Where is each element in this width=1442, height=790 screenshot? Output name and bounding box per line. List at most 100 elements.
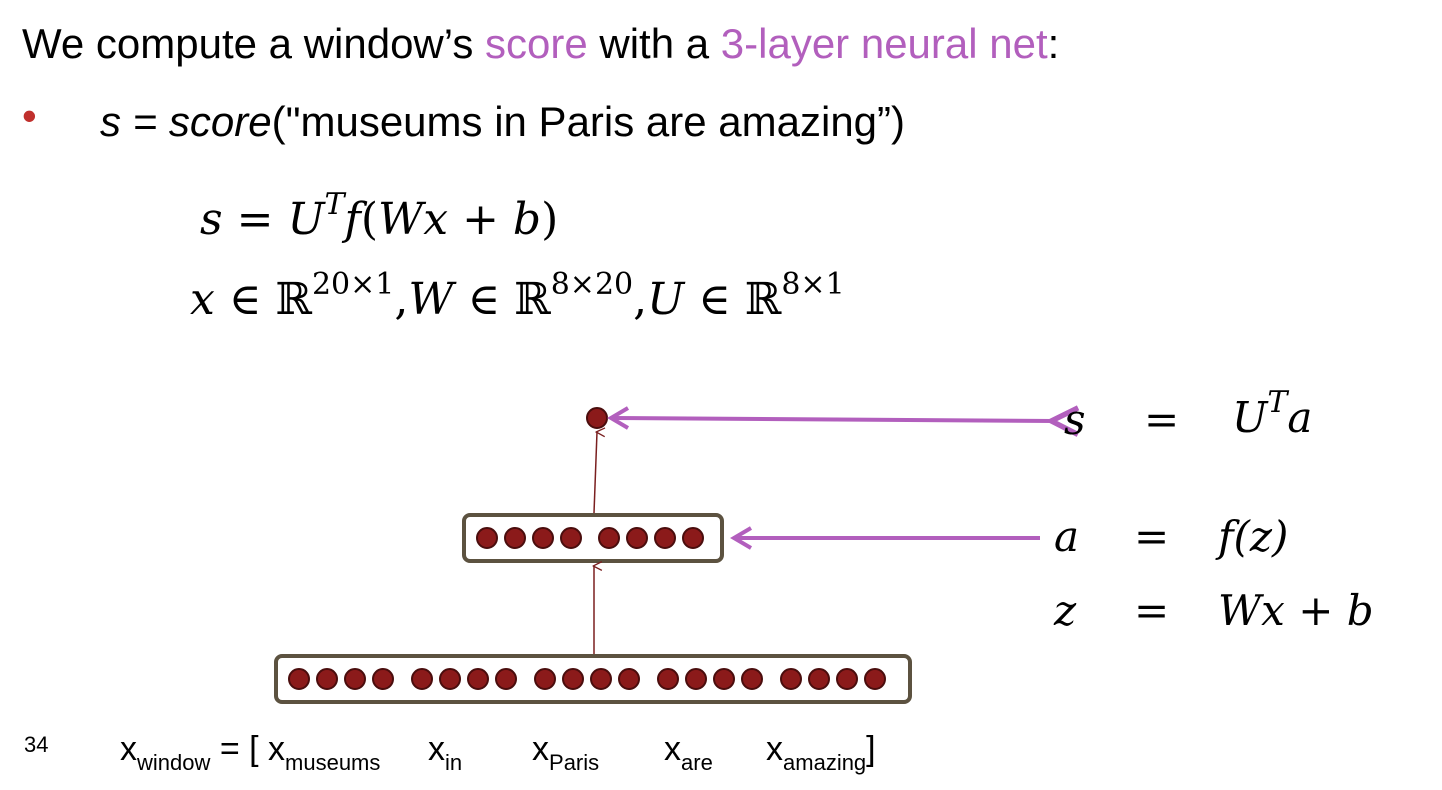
eq1-b: b (512, 194, 542, 245)
bullet-equals: = (121, 98, 169, 145)
eq2-reals-1: ℝ (275, 274, 312, 325)
heading-suffix: : (1047, 20, 1060, 67)
window-item-are: xare (664, 724, 766, 774)
output-neuron (586, 407, 608, 429)
input-neuron (685, 668, 707, 690)
eq2-reals-2: ℝ (514, 274, 551, 325)
z-row-lhs: z (1054, 586, 1077, 635)
window-item-in: xin (428, 724, 532, 774)
input-neuron (411, 668, 433, 690)
equation-dimensions: x ∈ ℝ20×1,W ∈ ℝ8×20,U ∈ ℝ8×1 (190, 268, 845, 332)
heading-middle: with a (587, 20, 721, 67)
window-lhs: xwindow (120, 730, 210, 774)
hidden-neurons (476, 527, 704, 549)
eq2-dim-3: 8×1 (781, 267, 845, 302)
window-lhs-base: x (120, 730, 137, 768)
input-neuron (467, 668, 489, 690)
eq2-comma-1: , (394, 274, 409, 325)
s-row-T: T (1267, 385, 1288, 420)
heading-score-word: score (485, 20, 588, 67)
eq1-open-paren: ( (360, 194, 379, 245)
heading-prefix: We compute a window’s (22, 20, 486, 67)
eq2-dim-1: 20×1 (311, 267, 395, 302)
a-row-lhs: a (1054, 512, 1080, 561)
item-base: x (766, 730, 784, 768)
hidden-neuron (598, 527, 620, 549)
bullet-func: score (168, 98, 272, 145)
input-neurons (288, 668, 886, 690)
input-neuron (562, 668, 584, 690)
hidden-neuron (654, 527, 676, 549)
item-sub: Paris (549, 750, 600, 775)
a-row-rhs: f(z) (1218, 512, 1289, 561)
input-neuron (316, 668, 338, 690)
hidden-neuron (476, 527, 498, 549)
eq1-equals: = (222, 194, 288, 245)
window-item-museums: xmuseums (268, 724, 428, 774)
hidden-neuron (682, 527, 704, 549)
eq1-f: f (344, 194, 361, 245)
input-neuron (288, 668, 310, 690)
window-definition: xwindow = [ xmuseums xin xParis xare xamazin… (120, 724, 876, 774)
eq2-in-3: ∈ (684, 274, 745, 325)
bullet-args: ("museums in Paris are amazing”) (271, 98, 906, 145)
s-arrowhead (607, 406, 630, 430)
eq1-x: x (423, 194, 449, 245)
input-neuron (741, 668, 763, 690)
input-neuron (836, 668, 858, 690)
eq1-W: W (378, 194, 424, 245)
window-lhs-sub: window (137, 750, 211, 775)
eq2-x: x (190, 274, 215, 325)
eq2-U: U (647, 274, 685, 325)
s-row-lhs: s (1064, 395, 1086, 445)
bullet-s-var: s (100, 98, 121, 145)
s-row-equals: = (1144, 395, 1180, 444)
a-row-equals: = (1134, 512, 1170, 561)
eq1-s: s (200, 194, 223, 245)
heading-net-phrase: 3-layer neural net (720, 20, 1048, 67)
hidden-neuron (532, 527, 554, 549)
equation-score: s = UTf(Wx + b) (200, 188, 558, 252)
s-pointer-arrow (611, 418, 1054, 421)
z-row-rhs: Wx + b (1218, 586, 1374, 635)
eq2-reals-3: ℝ (744, 274, 782, 325)
input-neuron (808, 668, 830, 690)
a-arrowhead (730, 526, 753, 550)
eq2-comma-2: , (633, 274, 648, 325)
input-neuron (618, 668, 640, 690)
window-close-bracket: ] (866, 730, 876, 768)
input-neuron (713, 668, 735, 690)
input-neuron (372, 668, 394, 690)
window-eq-open: = [ (210, 730, 269, 768)
window-item-amazing: xamazing (766, 724, 866, 774)
bullet-text: s = score("museums in Paris are amazing”… (100, 92, 905, 152)
input-neuron (780, 668, 802, 690)
input-neuron (590, 668, 612, 690)
hidden-neuron (626, 527, 648, 549)
input-neuron (439, 668, 461, 690)
s-row-a: a (1287, 393, 1313, 442)
s-row-U: U (1232, 393, 1268, 442)
input-neuron (534, 668, 556, 690)
slide-number: 34 (24, 732, 49, 757)
input-neuron (864, 668, 886, 690)
eq1-U: U (287, 194, 325, 245)
eq1-close-paren: ) (541, 194, 559, 245)
item-sub: are (681, 750, 713, 775)
hidden-layer-box (462, 513, 724, 563)
hidden-neuron (560, 527, 582, 549)
eq1-plus: + (448, 194, 513, 245)
item-sub: amazing (783, 750, 867, 775)
input-neuron (657, 668, 679, 690)
item-sub: in (445, 750, 463, 775)
eq2-in-1: ∈ (214, 274, 276, 325)
eq1-transpose: T (324, 187, 345, 222)
eq2-in-2: ∈ (453, 274, 515, 325)
hidden-to-output-arrow (593, 432, 597, 514)
s-row-rhs: UTa (1232, 388, 1313, 443)
input-neuron (495, 668, 517, 690)
window-item-paris: xParis (532, 724, 664, 774)
z-row-equals: = (1134, 586, 1170, 635)
